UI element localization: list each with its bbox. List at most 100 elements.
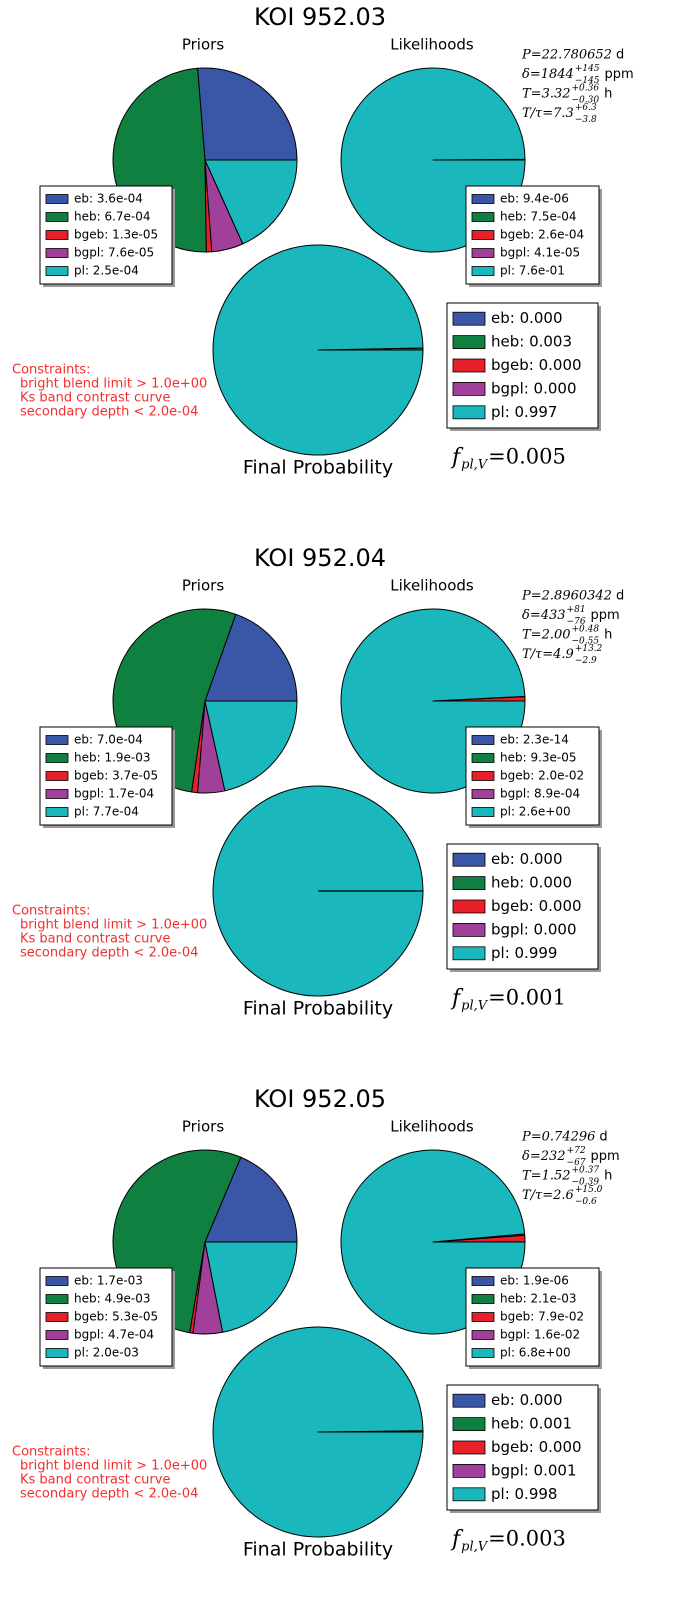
legend-label: bgeb: 0.000 xyxy=(491,356,582,374)
constraint-text: bright blend limit > 1.0e+00 xyxy=(20,377,207,392)
stat-unit: h xyxy=(604,1169,612,1184)
legend-label: heb: 2.1e-03 xyxy=(500,1292,577,1306)
legend-label: pl: 6.8e+00 xyxy=(500,1346,571,1360)
constraint-text: Constraints: xyxy=(12,363,91,378)
fpl-sub: pl,V xyxy=(461,999,489,1014)
legend-label: bgeb: 2.0e-02 xyxy=(500,769,584,783)
stat-sup: +81 xyxy=(567,605,586,615)
legend-label: pl: 2.6e+00 xyxy=(500,805,571,819)
pie-slice xyxy=(198,68,297,160)
legend-swatch xyxy=(453,853,485,866)
stat-sub: −0.6 xyxy=(575,1197,597,1207)
legend-label: eb: 0.000 xyxy=(491,850,563,868)
legend-swatch xyxy=(472,754,494,763)
legend-swatch xyxy=(472,1277,494,1286)
constraint-text: Constraints: xyxy=(12,1445,91,1460)
legend-label: heb: 1.9e-03 xyxy=(74,751,151,765)
legend-label: bgeb: 1.3e-05 xyxy=(74,228,158,242)
stat-text: P=0.74296 xyxy=(521,1130,595,1145)
stat-unit: d xyxy=(599,1130,607,1145)
legend-label: heb: 4.9e-03 xyxy=(74,1292,151,1306)
legend-swatch xyxy=(453,877,485,890)
legend-label: pl: 0.999 xyxy=(491,944,557,962)
legend-swatch xyxy=(46,808,68,817)
stat-sup: +0.37 xyxy=(572,1166,600,1176)
fpl-sub: pl,V xyxy=(461,458,489,473)
stat-text: T/τ=7.3 xyxy=(522,106,574,121)
legend-swatch xyxy=(46,267,68,276)
legend-swatch xyxy=(472,736,494,745)
legend-swatch xyxy=(453,1441,485,1454)
stat-text: P=22.780652 xyxy=(521,48,612,63)
legend-swatch xyxy=(453,1488,485,1501)
legend-swatch xyxy=(453,1464,485,1477)
fpl-value: =0.003 xyxy=(488,1527,566,1551)
legend-label: bgeb: 0.000 xyxy=(491,1438,582,1456)
legend-label: heb: 0.003 xyxy=(491,333,572,351)
legend-label: pl: 2.5e-04 xyxy=(74,264,139,278)
stat-sup: +13.2 xyxy=(575,644,603,654)
constraint-text: secondary depth < 2.0e-04 xyxy=(20,1487,198,1502)
stat-text: T/τ=2.6 xyxy=(522,1188,574,1203)
legend-swatch xyxy=(46,195,68,204)
stat-text: δ=433 xyxy=(522,608,566,623)
constraint-text: bright blend limit > 1.0e+00 xyxy=(20,1459,207,1474)
legend-label: heb: 0.000 xyxy=(491,874,572,892)
stat-unit: ppm xyxy=(591,1149,620,1164)
legend-label: heb: 9.3e-05 xyxy=(500,751,577,765)
legend-swatch xyxy=(453,923,485,936)
fpl-value: =0.001 xyxy=(488,986,566,1010)
legend-swatch xyxy=(46,790,68,799)
legend-swatch xyxy=(453,900,485,913)
legend-label: bgpl: 7.6e-05 xyxy=(74,246,154,260)
legend-label: eb: 9.4e-06 xyxy=(500,192,569,206)
stat-text: T=1.52 xyxy=(522,1169,571,1184)
panel-title: KOI 952.04 xyxy=(254,544,386,572)
legend-swatch xyxy=(46,1313,68,1322)
stat-unit: ppm xyxy=(605,67,634,82)
stat-text: δ=1844 xyxy=(522,67,574,82)
pie-title: Final Probability xyxy=(243,998,393,1020)
stat-sup: +72 xyxy=(567,1146,586,1156)
pie-title: Priors xyxy=(182,36,224,54)
legend-swatch xyxy=(46,1331,68,1340)
legend-swatch xyxy=(472,1295,494,1304)
legend-swatch xyxy=(472,1313,494,1322)
stat-text: T=3.32 xyxy=(522,87,571,102)
stat-text: δ=232 xyxy=(522,1149,566,1164)
fpl-sub: pl,V xyxy=(461,1540,489,1555)
legend-swatch xyxy=(46,772,68,781)
stat-text: P=2.8960342 xyxy=(521,589,612,604)
pie-slice xyxy=(213,245,423,455)
legend-label: bgeb: 0.000 xyxy=(491,897,582,915)
legend-label: bgpl: 0.000 xyxy=(491,920,577,938)
legend-label: bgpl: 0.000 xyxy=(491,379,577,397)
legend-label: eb: 1.9e-06 xyxy=(500,1274,569,1288)
legend-label: heb: 0.001 xyxy=(491,1415,572,1433)
legend-swatch xyxy=(453,312,485,325)
constraint-text: Constraints: xyxy=(12,904,91,919)
legend-label: bgpl: 8.9e-04 xyxy=(500,787,580,801)
legend-label: bgpl: 4.7e-04 xyxy=(74,1328,154,1342)
legend-label: pl: 0.998 xyxy=(491,1485,557,1503)
legend-swatch xyxy=(46,213,68,222)
stat-text: T/τ=4.9 xyxy=(522,647,574,662)
stat-sup: +15.0 xyxy=(575,1185,603,1195)
legend-label: heb: 7.5e-04 xyxy=(500,210,577,224)
pie-title: Final Probability xyxy=(243,457,393,479)
constraint-text: Ks band contrast curve xyxy=(20,932,170,947)
legend-swatch xyxy=(472,231,494,240)
pie-slice xyxy=(213,1327,423,1537)
pie-title: Priors xyxy=(182,577,224,595)
legend-swatch xyxy=(472,1331,494,1340)
pie-title: Likelihoods xyxy=(390,36,474,54)
legend-swatch xyxy=(472,1349,494,1358)
legend-label: bgpl: 4.1e-05 xyxy=(500,246,580,260)
legend-label: pl: 7.7e-04 xyxy=(74,805,139,819)
legend-swatch xyxy=(46,1295,68,1304)
constraint-text: secondary depth < 2.0e-04 xyxy=(20,946,198,961)
legend-swatch xyxy=(472,267,494,276)
legend-label: bgpl: 1.6e-02 xyxy=(500,1328,580,1342)
legend-swatch xyxy=(46,736,68,745)
